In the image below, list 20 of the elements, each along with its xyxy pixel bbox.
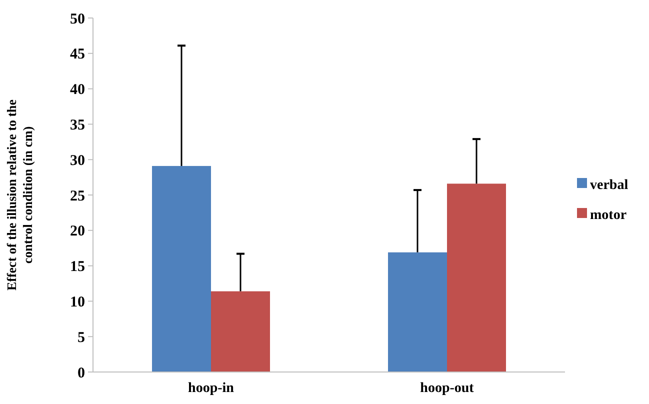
y-tick-label: 35 [70,117,85,134]
y-tick-label: 20 [70,224,85,240]
y-tick-label: 15 [70,259,85,276]
y-tick-label: 30 [70,152,85,169]
y-tick-label: 5 [78,330,85,346]
legend-label: verbal [590,178,628,193]
bar [152,166,211,372]
y-axis-title: Effect of the illusion relative to the control condition (in cm) [4,99,35,291]
y-tick-label: 25 [70,188,85,204]
bar [447,184,506,372]
legend-label: motor [590,208,627,223]
x-tick-label: hoop-out [420,381,474,396]
y-tick-label: 40 [70,82,85,98]
x-tick-label: hoop-in [188,381,234,396]
bar [388,252,447,372]
y-tick-label: 45 [70,46,85,63]
y-tick-label: 0 [78,365,85,382]
y-tick-label: 10 [70,294,85,310]
bar [211,291,270,372]
y-tick-label: 50 [70,11,85,28]
